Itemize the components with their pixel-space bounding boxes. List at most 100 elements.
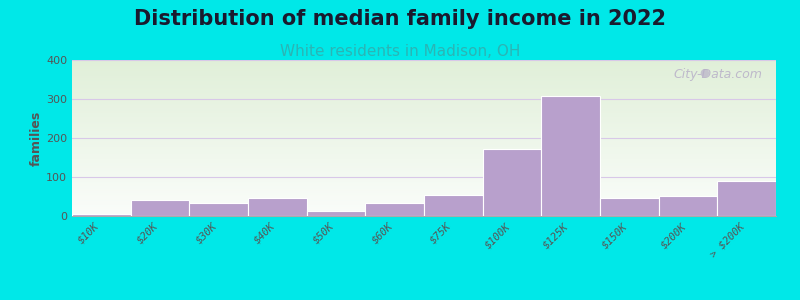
Bar (72, 75, 776, 76)
Bar (72, 104, 776, 105)
Bar (72, 86, 776, 87)
Bar (72, 205, 776, 206)
Bar (72, 81, 776, 82)
Bar (72, 154, 776, 155)
Text: Distribution of median family income in 2022: Distribution of median family income in … (134, 9, 666, 29)
Bar (72, 102, 776, 103)
Bar (72, 197, 776, 198)
Bar (72, 91, 776, 92)
Bar (72, 208, 776, 209)
Bar (72, 193, 776, 194)
Bar (72, 186, 776, 187)
Bar (72, 174, 776, 175)
Bar (72, 163, 776, 164)
Bar (72, 136, 776, 137)
Bar (72, 202, 776, 203)
Bar (72, 126, 776, 127)
Bar (72, 69, 776, 70)
Bar (72, 203, 776, 204)
Bar (72, 80, 776, 81)
Bar (72, 215, 776, 216)
Bar (72, 142, 776, 143)
Bar (72, 110, 776, 111)
Bar (72, 84, 776, 85)
Bar (72, 133, 776, 134)
Bar (72, 194, 776, 195)
Bar (72, 113, 776, 114)
Bar (72, 184, 776, 185)
Bar (72, 150, 776, 151)
Bar (72, 129, 776, 130)
Bar (72, 94, 776, 95)
Bar (72, 83, 776, 84)
Bar (72, 90, 776, 91)
Bar (72, 95, 776, 96)
Bar (366, 203, 424, 216)
Bar (72, 82, 776, 83)
Bar (72, 78, 776, 79)
Bar (72, 147, 776, 148)
Bar (542, 96, 600, 216)
Bar (72, 116, 776, 117)
Bar (72, 119, 776, 120)
Bar (72, 200, 776, 201)
Bar (72, 85, 776, 86)
Bar (72, 171, 776, 172)
Bar (72, 106, 776, 107)
Bar (72, 141, 776, 142)
Bar (72, 209, 776, 210)
Bar (72, 64, 776, 65)
Bar (72, 143, 776, 144)
Bar (72, 157, 776, 158)
Bar (72, 180, 776, 181)
Bar (72, 121, 776, 122)
Bar (72, 77, 776, 78)
Bar (72, 204, 776, 205)
Bar (72, 153, 776, 154)
Bar (72, 127, 776, 128)
Bar (72, 172, 776, 173)
Bar (72, 61, 776, 62)
Bar (72, 108, 776, 109)
Bar (658, 196, 718, 216)
Bar (72, 156, 776, 157)
Bar (72, 115, 776, 116)
Bar (72, 165, 776, 166)
Bar (72, 70, 776, 71)
Bar (72, 176, 776, 177)
Bar (72, 111, 776, 112)
Bar (72, 103, 776, 104)
Bar (72, 89, 776, 90)
Bar (72, 154, 776, 155)
Bar (424, 194, 482, 216)
Bar (72, 74, 776, 75)
Bar (482, 149, 542, 216)
Bar (72, 191, 776, 192)
Bar (72, 189, 776, 190)
Bar (72, 183, 776, 184)
Text: White residents in Madison, OH: White residents in Madison, OH (280, 44, 520, 59)
Bar (72, 185, 776, 186)
Bar (72, 97, 776, 98)
Bar (72, 65, 776, 66)
Bar (72, 206, 776, 207)
Bar (72, 192, 776, 193)
Bar (72, 170, 776, 171)
Bar (72, 100, 776, 101)
Bar (72, 67, 776, 68)
Bar (72, 92, 776, 93)
Bar (718, 181, 776, 216)
Bar (72, 212, 776, 213)
Bar (72, 96, 776, 97)
Bar (72, 114, 776, 115)
Bar (72, 214, 776, 215)
Bar (72, 101, 776, 102)
Bar (72, 214, 130, 216)
Bar (72, 132, 776, 133)
Bar (72, 99, 776, 100)
Bar (72, 63, 776, 64)
Bar (72, 201, 776, 202)
Bar (72, 105, 776, 106)
Bar (72, 167, 776, 168)
Y-axis label: families: families (30, 110, 43, 166)
